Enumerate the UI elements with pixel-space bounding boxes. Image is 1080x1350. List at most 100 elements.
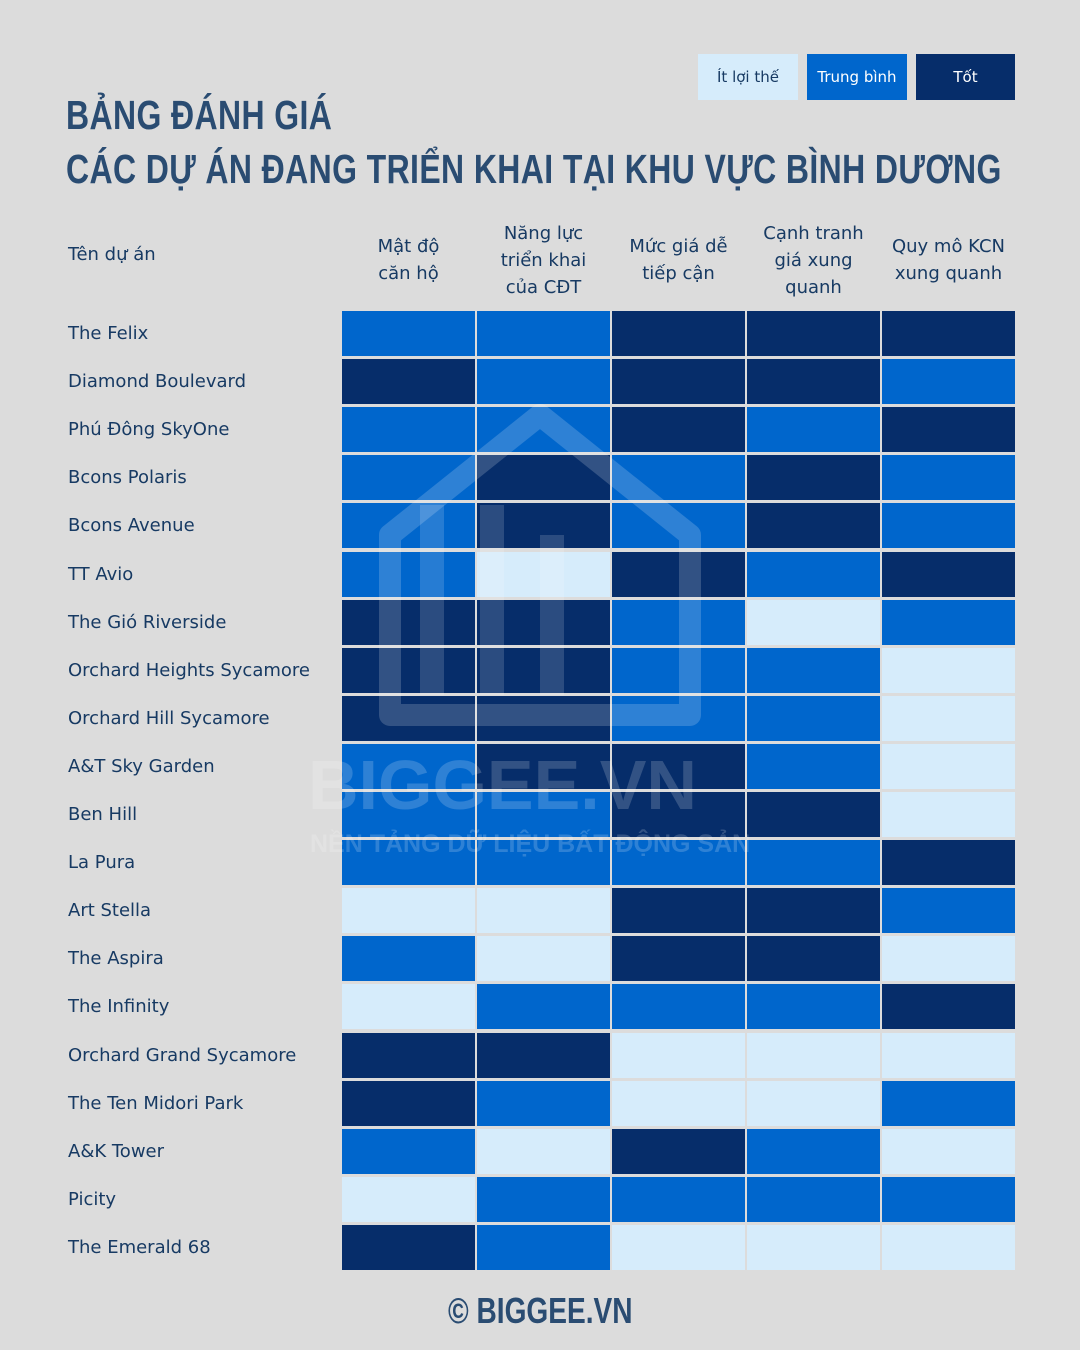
heatmap-cell [477,551,610,597]
heatmap-cell [342,1224,475,1270]
heatmap-cell [882,311,1015,356]
row-label: Art Stella [68,900,152,922]
heatmap-cell [477,840,610,886]
row-label: La Pura [68,852,136,874]
heatmap-cell [747,792,880,837]
heatmap-cell [882,455,1015,501]
row-label: A&T Sky Garden [68,755,215,777]
column-header: Năng lực triển khai của CĐT [500,222,587,298]
heatmap-cell [882,792,1015,837]
heatmap-cell [747,1128,880,1174]
heatmap-cell [612,743,745,789]
heatmap-cell [477,503,610,549]
row-label: The Felix [68,323,149,344]
heatmap-cell [477,792,610,837]
row-label: Bcons Polaris [68,467,187,489]
heatmap-cell [612,840,745,886]
heatmap-cell [342,359,475,405]
heatmap-cell [747,455,880,501]
heatmap-cell [342,1128,475,1174]
heatmap-cell [882,888,1015,934]
heatmap-cell [882,984,1015,1030]
heatmap-cell [342,792,475,837]
heatmap-cell [612,599,745,645]
heatmap-cell [477,936,610,982]
heatmap-cell [477,743,610,789]
heatmap-cell [747,1224,880,1270]
heatmap-cell [342,311,475,356]
heatmap-cell [747,1080,880,1126]
row-label: Ben Hill [68,804,138,825]
heatmap-cell [342,503,475,549]
heatmap-cell [882,1176,1015,1222]
legend-item: Trung bình [807,54,907,100]
heatmap-cell [882,1080,1015,1126]
heatmap-cell [477,1080,610,1126]
heatmap-cell [747,888,880,934]
heatmap-cell [882,503,1015,549]
heatmap-cell [477,599,610,645]
heatmap-cell [342,647,475,693]
heatmap-cell [477,647,610,693]
heatmap-cell [612,1224,745,1270]
heatmap-cell [477,1032,610,1078]
row-label: Orchard Grand Sycamore [68,1044,297,1066]
column-header: Mức giá dễ tiếp cận [629,236,728,284]
heatmap-cell [747,695,880,741]
heatmap-cell [612,695,745,741]
heatmap-cell [612,647,745,693]
heatmap-cell [612,888,745,934]
heatmap-cell [342,984,475,1030]
heatmap-cell [477,311,610,356]
row-label: The Aspira [68,948,164,970]
row-label: Phú Đông SkyOne [68,419,230,441]
row-label: Picity [68,1188,117,1210]
heatmap-cell [342,599,475,645]
heatmap-cell [747,984,880,1030]
row-label: The Emerald 68 [68,1236,211,1258]
row-label: The Ten Midori Park [68,1092,244,1114]
heatmap-cell [612,936,745,982]
column-header: Mật độ căn hộ [377,236,440,284]
row-label: Diamond Boulevard [68,371,247,393]
row-label: The Gió Riverside [68,611,227,633]
heatmap-cell [342,695,475,741]
heatmap-cell [612,407,745,453]
heatmap-cell [882,695,1015,741]
heatmap-cell [342,551,475,597]
heatmap-cell [342,455,475,501]
heatmap-cell [882,1224,1015,1270]
heatmap-cell [747,936,880,982]
heatmap-cell [882,359,1015,405]
column-header: Cạnh tranh giá xung quanh [763,222,864,298]
heatmap-cell [612,984,745,1030]
heatmap-cell [882,407,1015,453]
heatmap-cell [342,407,475,453]
column-header: Quy mô KCN xung quanh [891,236,1006,284]
heatmap-cell [612,1080,745,1126]
heatmap-cell [342,743,475,789]
heatmap-cell [477,455,610,501]
heatmap-cell [477,888,610,934]
row-label: TT Avio [68,563,134,585]
heatmap-cell [747,599,880,645]
heatmap-cell [747,359,880,405]
heatmap-cell [882,647,1015,693]
heatmap-cell [477,984,610,1030]
heatmap-cell [882,840,1015,886]
heatmap-cell [342,888,475,934]
heatmap-cell [477,359,610,405]
heatmap-cell [477,695,610,741]
heatmap-cell [882,1032,1015,1078]
heatmap-cell [477,1224,610,1270]
title-line-2: CÁC DỰ ÁN ĐANG TRIỂN KHAI TẠI KHU VỰC BÌ… [66,146,1002,192]
heatmap-cell [747,551,880,597]
heatmap-cell [612,551,745,597]
row-label: Orchard Hill Sycamore [68,707,270,729]
heatmap-cell [882,743,1015,789]
legend-item: Ít lợi thế [698,54,798,100]
heatmap-cell [477,407,610,453]
heatmap-cell [342,840,475,886]
heatmap-cell [882,551,1015,597]
footer: © BIGGEE.VN [0,1290,1080,1332]
